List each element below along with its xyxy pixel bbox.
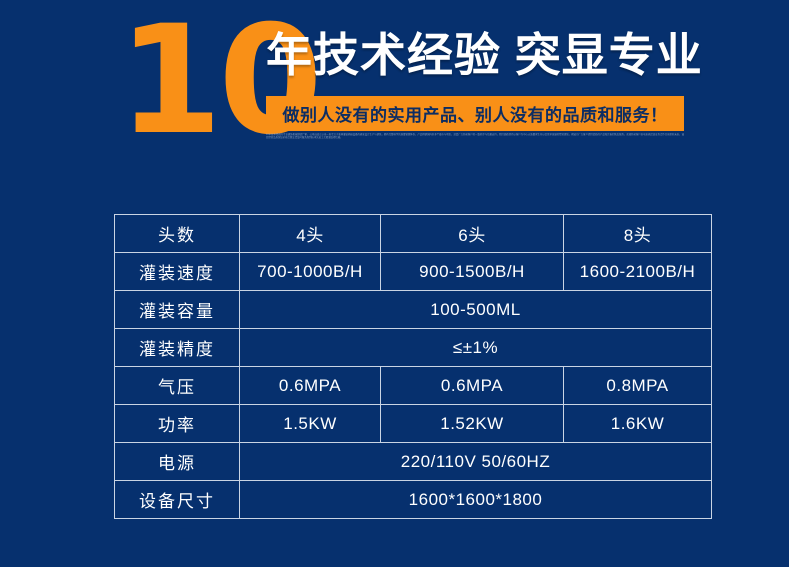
banner-slogan-text: 做别人没有的实用产品、别人没有的品质和服务！	[282, 106, 668, 125]
table-row: 灌装速度 700-1000B/H 900-1500B/H 1600-2100B/…	[114, 252, 712, 291]
row-label: 头数	[114, 214, 240, 253]
cell-value-merged: 220/110V 50/60HZ	[239, 442, 712, 481]
cell-value: 0.6MPA	[239, 366, 381, 405]
row-label: 气压	[114, 366, 240, 405]
cell-6head: 6头	[380, 214, 564, 253]
row-label: 功率	[114, 404, 240, 443]
table-row: 头数 4头 6头 8头	[114, 214, 712, 253]
table-row: 设备尺寸 1600*1600*1800	[114, 480, 712, 519]
cell-value: 900-1500B/H	[380, 252, 564, 291]
years-number: 10	[118, 0, 323, 168]
cell-value-merged: ≤±1%	[239, 328, 712, 367]
cell-4head: 4头	[239, 214, 381, 253]
cell-value: 1.52KW	[380, 404, 564, 443]
cell-value: 1.6KW	[563, 404, 712, 443]
cell-value: 0.6MPA	[380, 366, 564, 405]
cell-value: 1600-2100B/H	[563, 252, 712, 291]
banner-headline: 年技术经验 突显专业	[266, 29, 703, 81]
row-label: 灌装精度	[114, 328, 240, 367]
specification-table: 头数 4头 6头 8头 灌装速度 700-1000B/H 900-1500B/H…	[114, 214, 712, 519]
table-row: 灌装精度 ≤±1%	[114, 328, 712, 367]
banner-microtext: 10年技术经验的专业灌装机械制造厂家，公司自成立以来一直专注于液体灌装机械设备的…	[266, 133, 684, 140]
cell-value: 700-1000B/H	[239, 252, 381, 291]
cell-value-merged: 100-500ML	[239, 290, 712, 329]
cell-value: 1.5KW	[239, 404, 381, 443]
row-label: 灌装速度	[114, 252, 240, 291]
row-label: 设备尺寸	[114, 480, 240, 519]
cell-value: 0.8MPA	[563, 366, 712, 405]
promo-banner: 10 年技术经验 突显专业 做别人没有的实用产品、别人没有的品质和服务！ 10年…	[0, 0, 789, 200]
row-label: 灌装容量	[114, 290, 240, 329]
cell-8head: 8头	[563, 214, 712, 253]
table-row: 灌装容量 100-500ML	[114, 290, 712, 329]
cell-value-merged: 1600*1600*1800	[239, 480, 712, 519]
row-label: 电源	[114, 442, 240, 481]
table-row: 气压 0.6MPA 0.6MPA 0.8MPA	[114, 366, 712, 405]
table-row: 电源 220/110V 50/60HZ	[114, 442, 712, 481]
banner-slogan-bar: 做别人没有的实用产品、别人没有的品质和服务！	[266, 96, 684, 131]
table-row: 功率 1.5KW 1.52KW 1.6KW	[114, 404, 712, 443]
